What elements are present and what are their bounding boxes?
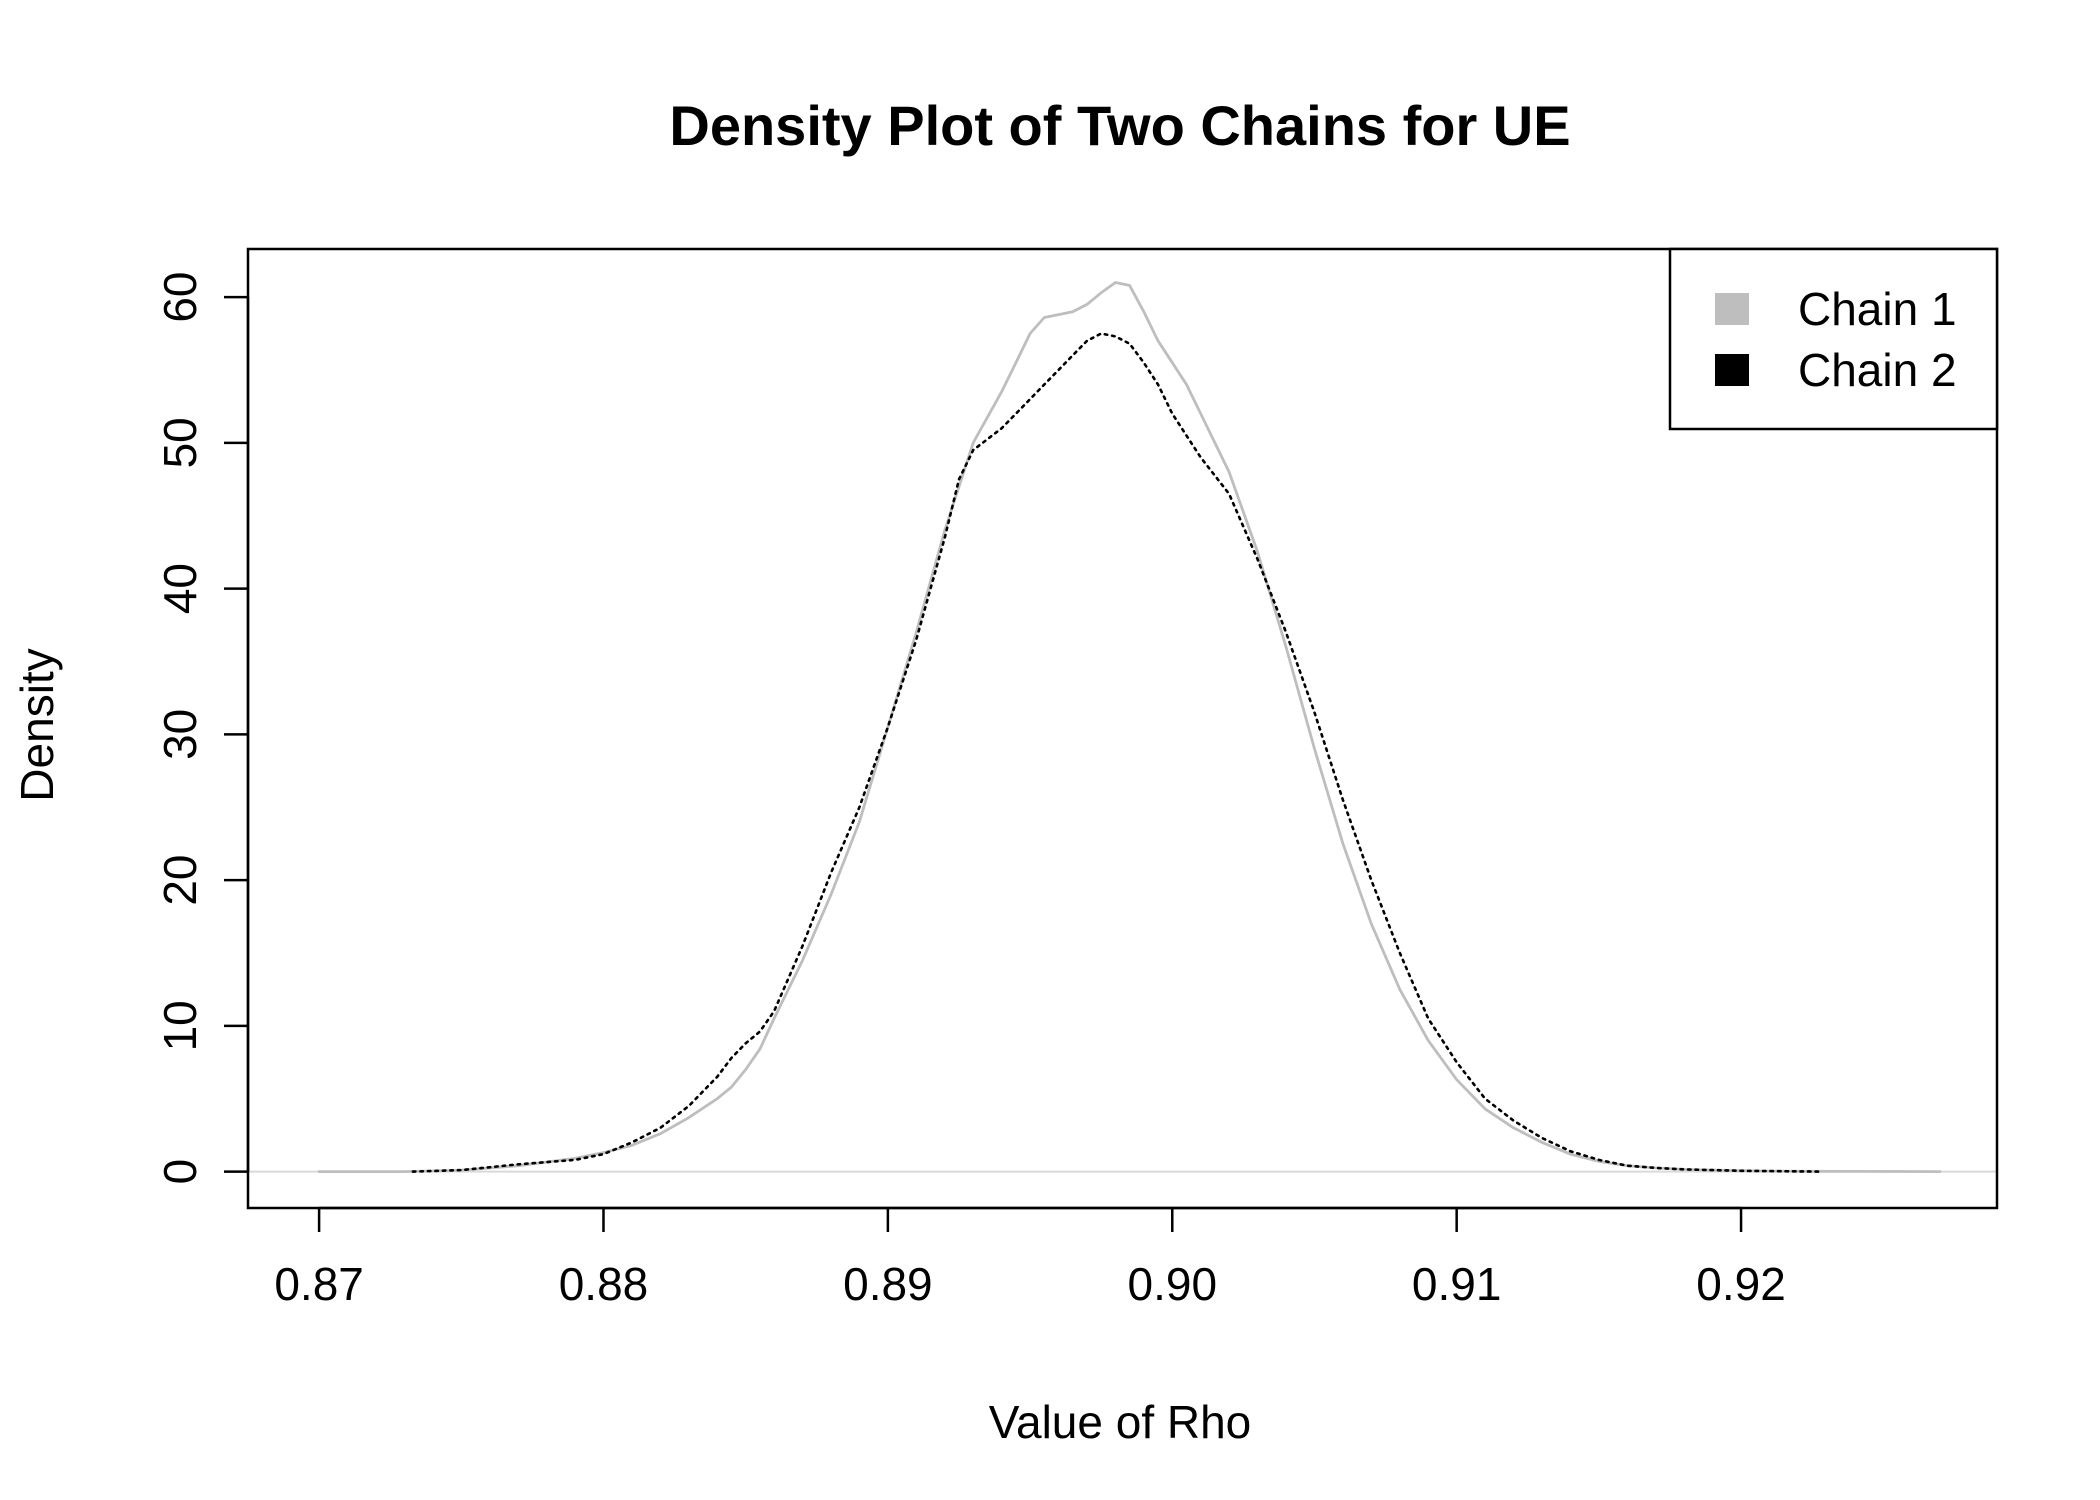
series-line-chain-2 bbox=[411, 332, 1822, 1173]
x-tick-label-0.88: 0.88 bbox=[559, 1258, 649, 1310]
y-tick-label-60: 60 bbox=[154, 272, 206, 323]
axes: 0.87 0.88 0.89 0.90 0.91 0.92 0 10 20 30 40 50 60 bbox=[154, 247, 1999, 1310]
y-tick-label-40: 40 bbox=[154, 563, 206, 614]
legend-swatch-chain-1 bbox=[1715, 293, 1749, 325]
legend-swatch-chain-2 bbox=[1715, 354, 1749, 386]
legend: Chain 1 Chain 2 bbox=[1668, 247, 1999, 431]
y-axis-label: Density bbox=[11, 648, 63, 801]
y-tick-label-0: 0 bbox=[154, 1159, 206, 1185]
y-tick-label-30: 30 bbox=[154, 709, 206, 760]
y-tick-label-10: 10 bbox=[154, 1000, 206, 1051]
y-tick-label-50: 50 bbox=[154, 417, 206, 468]
series-line-chain-1 bbox=[317, 281, 1942, 1173]
x-tick-label-0.89: 0.89 bbox=[843, 1258, 933, 1310]
plot-area bbox=[248, 281, 1997, 1173]
x-tick-label-0.87: 0.87 bbox=[274, 1258, 364, 1310]
legend-box bbox=[1668, 247, 1999, 431]
x-tick-label-0.91: 0.91 bbox=[1412, 1258, 1502, 1310]
legend-label-chain-2: Chain 2 bbox=[1798, 344, 1957, 396]
legend-label-chain-1: Chain 1 bbox=[1798, 283, 1957, 335]
x-tick-label-0.92: 0.92 bbox=[1696, 1258, 1786, 1310]
chart-title: Density Plot of Two Chains for UE bbox=[669, 94, 1570, 157]
x-axis-label: Value of Rho bbox=[989, 1396, 1252, 1448]
y-tick-label-20: 20 bbox=[154, 854, 206, 905]
x-tick-label-0.90: 0.90 bbox=[1128, 1258, 1218, 1310]
